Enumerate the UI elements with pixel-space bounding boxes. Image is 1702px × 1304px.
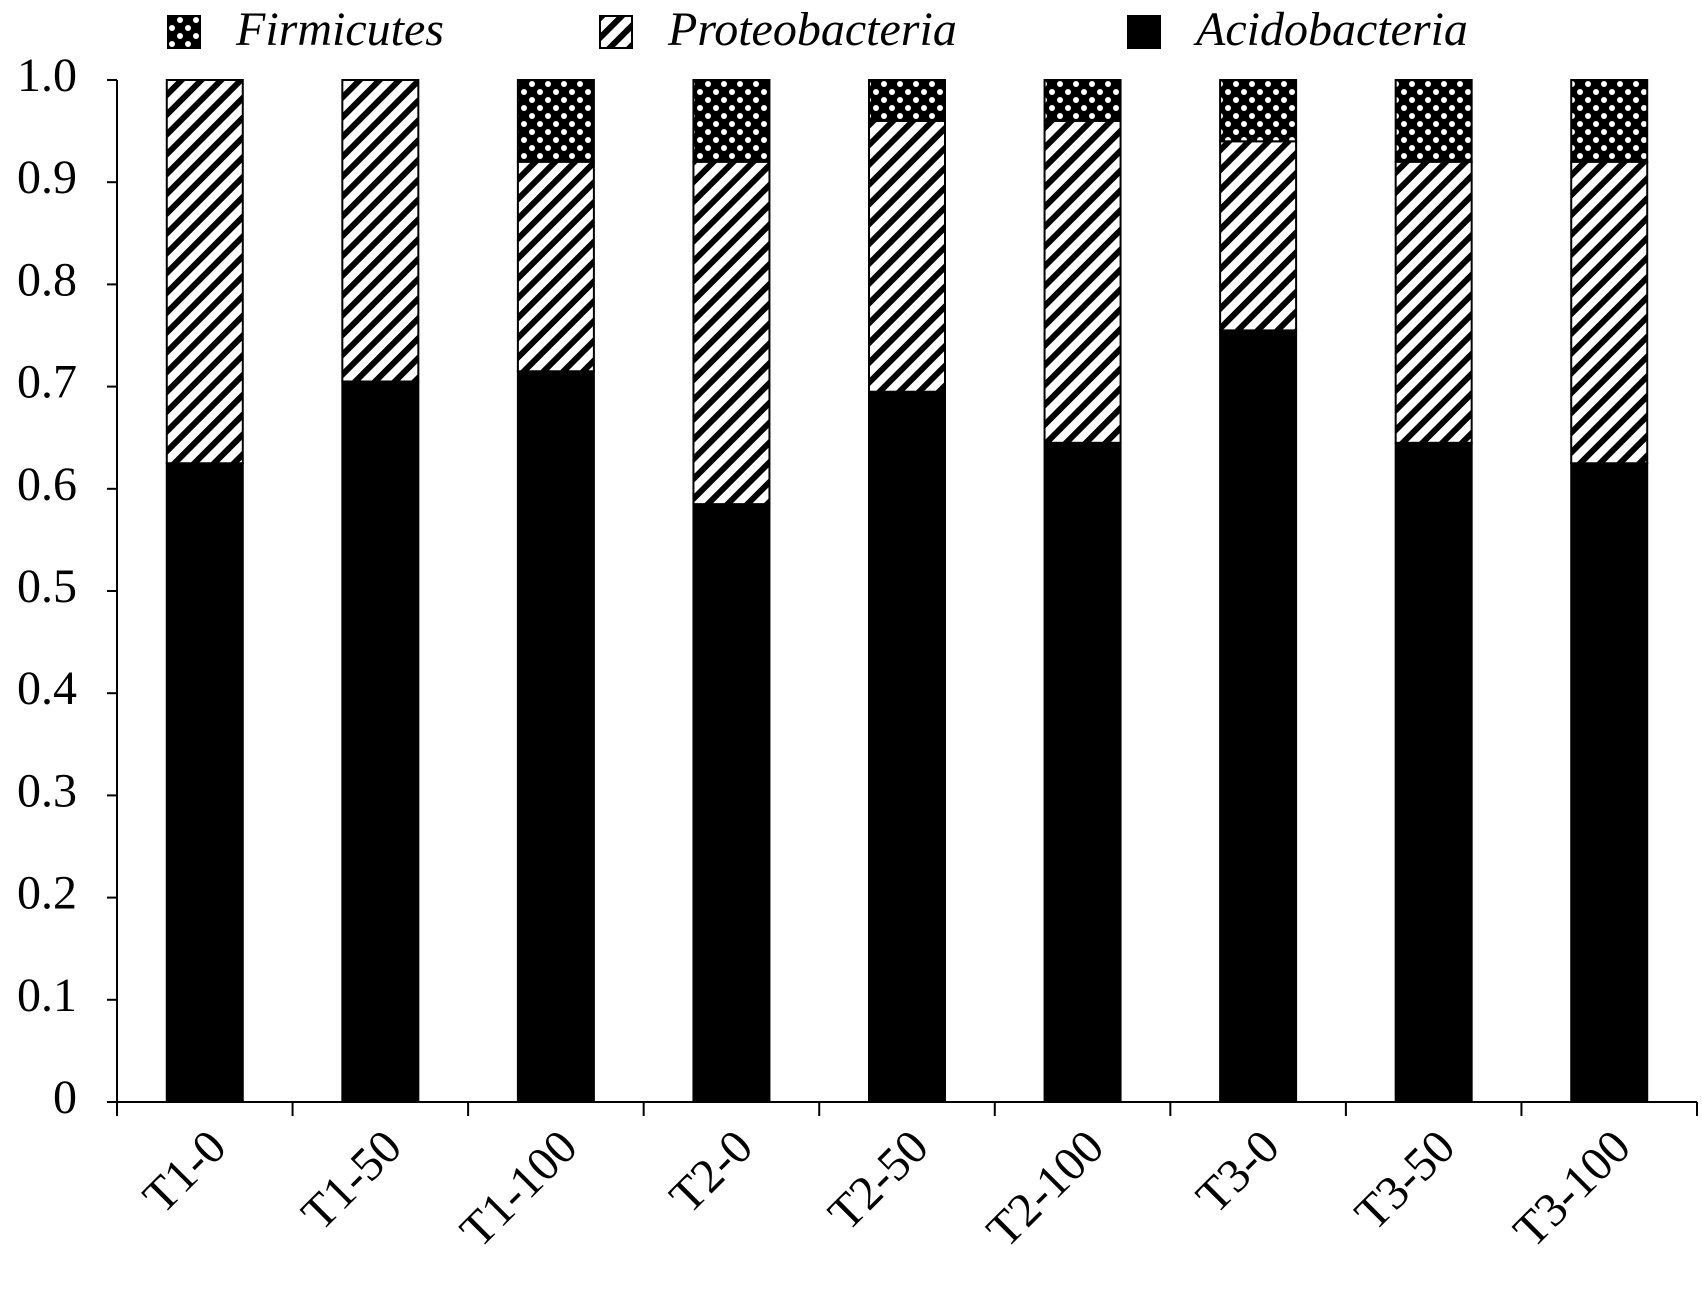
bar-segment (1219, 329, 1298, 1103)
bar-segment (1043, 79, 1122, 122)
bar-segment (341, 79, 420, 383)
x-tick-label: T1-50 (291, 1120, 411, 1240)
y-tick-label: 1.0 (17, 49, 77, 102)
bar-segment (516, 370, 595, 1103)
bar-segment (692, 79, 771, 163)
legend-swatch (599, 15, 633, 49)
y-tick-label: 0.7 (17, 356, 77, 409)
x-tick-label: T1-100 (450, 1120, 587, 1257)
x-tick-label: T3-50 (1345, 1120, 1465, 1240)
bar-segment (516, 160, 595, 373)
bar-segment (165, 462, 244, 1103)
bar-segment (1219, 79, 1298, 143)
y-tick-label: 0.5 (17, 560, 77, 613)
x-tick-label: T3-0 (1186, 1120, 1289, 1223)
x-tick-label: T2-50 (818, 1120, 938, 1240)
x-tick-label: T3-100 (1503, 1120, 1640, 1257)
bar-segment (1043, 119, 1122, 444)
bar-segment (165, 79, 244, 465)
legend: Firmicutes Proteobacteria Acidobacteria (167, 3, 1468, 56)
y-tick-label: 0.3 (17, 764, 77, 817)
bar-segment (868, 119, 946, 393)
y-tick-label: 0.2 (17, 867, 77, 920)
y-tick-label: 0.6 (17, 458, 77, 511)
bar-segment (1570, 160, 1649, 465)
y-tick-label: 0 (53, 1071, 77, 1124)
bar-segment (1570, 79, 1649, 163)
x-tick-label: T2-0 (660, 1120, 763, 1223)
bar-segment (1570, 462, 1649, 1103)
y-tick-label: 0.8 (17, 253, 77, 306)
x-tick-label: T2-100 (977, 1120, 1114, 1257)
bar-segment (868, 79, 946, 122)
x-tick-label: T1-0 (133, 1120, 236, 1223)
legend-label: Acidobacteria (1193, 3, 1468, 56)
legend-label: Proteobacteria (667, 3, 957, 56)
bar-segment (1394, 79, 1473, 163)
bar-segment (1043, 441, 1122, 1103)
y-tick-label: 0.9 (17, 151, 77, 204)
legend-swatch (167, 15, 201, 49)
bar-segment (692, 160, 771, 506)
bar-segment (516, 79, 595, 163)
bar-segment (1394, 441, 1473, 1103)
y-tick-label: 0.1 (17, 969, 77, 1022)
bar-segment (1219, 140, 1298, 332)
bar-segment (341, 380, 420, 1103)
bar-segment (868, 390, 946, 1103)
legend-swatch (1127, 15, 1161, 49)
bar-segment (1394, 160, 1473, 444)
bar-segment (692, 503, 771, 1103)
y-tick-label: 0.4 (17, 662, 77, 715)
legend-label: Firmicutes (235, 3, 444, 56)
